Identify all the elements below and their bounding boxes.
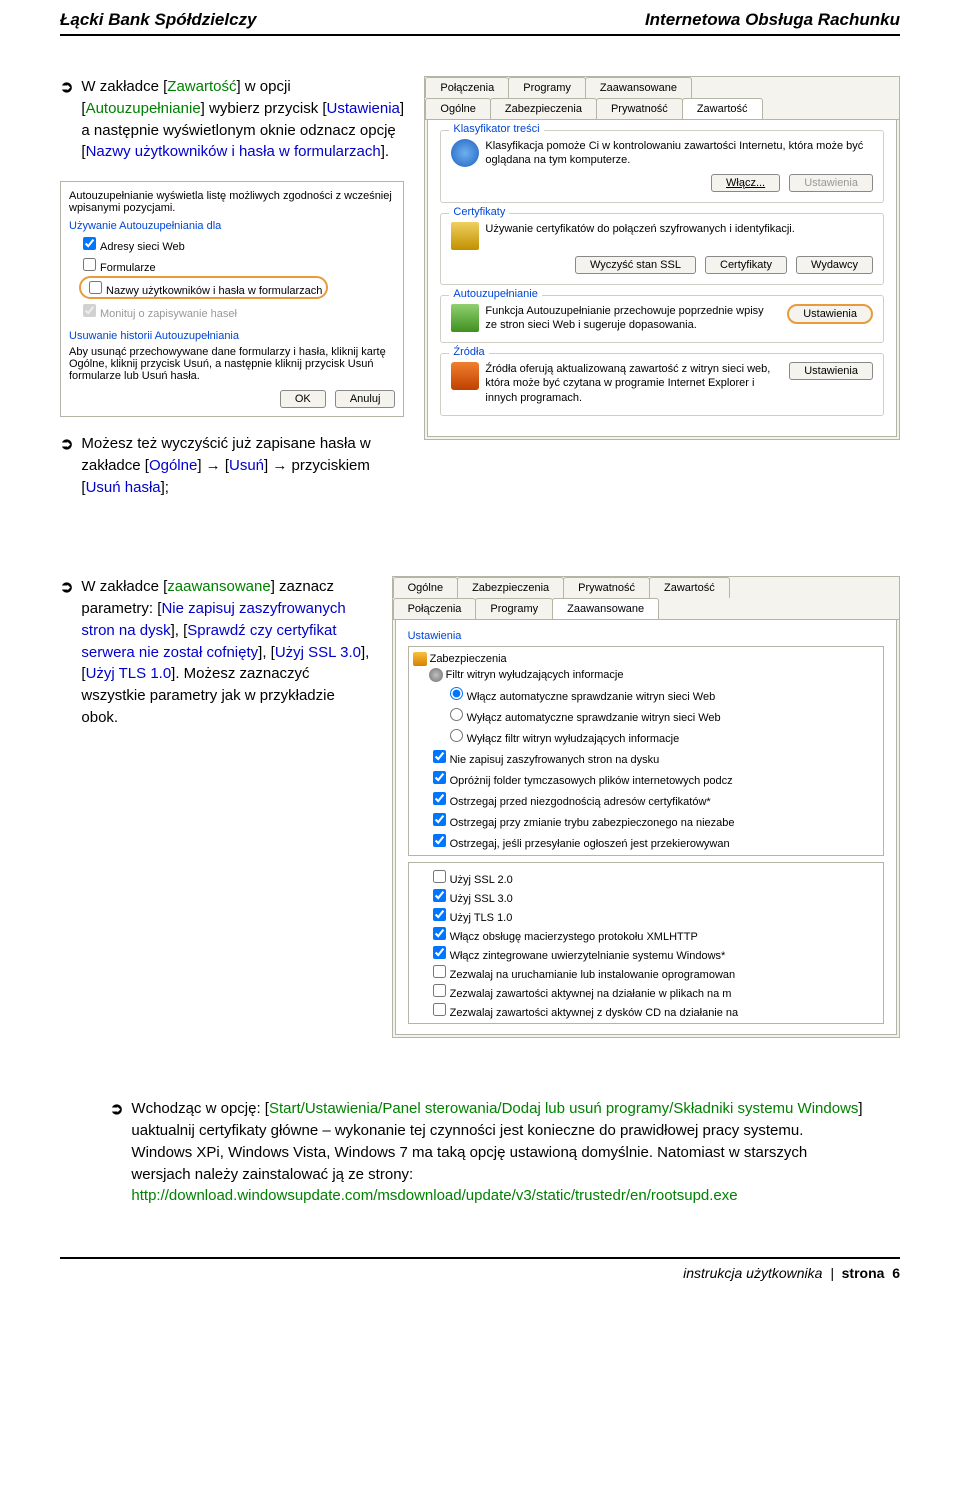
checkbox-option[interactable] <box>433 889 446 902</box>
arrow-icon: ➲ <box>60 576 73 728</box>
dlg-groupbox-label: Usuwanie historii Autouzupełniania <box>69 330 395 342</box>
bullet-2-text: Możesz też wyczyścić już zapisane hasła … <box>81 433 404 498</box>
radio-option[interactable] <box>450 729 463 742</box>
groupbox-klasyfikator: Klasyfikator treści Klasyfikacja pomoże … <box>440 130 884 203</box>
checkbox-option[interactable] <box>433 813 446 826</box>
checkbox-option[interactable] <box>433 870 446 883</box>
wydawcy-button[interactable]: Wydawcy <box>796 256 873 274</box>
ok-button[interactable]: OK <box>280 390 326 408</box>
lock-icon <box>413 652 427 666</box>
tab-polaczenia[interactable]: Połączenia <box>425 77 509 98</box>
tab-ogolne[interactable]: Ogólne <box>393 577 458 598</box>
tab-prywatnosc[interactable]: Prywatność <box>563 577 650 598</box>
autocomplete-dialog: Autouzupełnianie wyświetla listę możliwy… <box>60 181 404 417</box>
groupbox-label: Ustawienia <box>408 630 884 642</box>
dlg-groupbox-label: Używanie Autouzupełniania dla <box>69 220 395 232</box>
ustawienia-button[interactable]: Ustawienia <box>789 362 873 380</box>
checkbox-option[interactable] <box>433 1003 446 1016</box>
groupbox-autouzup: Autouzupełnianie Funkcja Autouzupełniani… <box>440 295 884 344</box>
internet-options-dialog-zawartosc: Połączenia Programy Zaawansowane Ogólne … <box>424 76 900 440</box>
header-right: Internetowa Obsługa Rachunku <box>645 10 900 30</box>
bullet-4: ➲ Wchodząc w opcję: [Start/Ustawienia/Pa… <box>60 1098 900 1207</box>
gear-icon <box>429 668 443 682</box>
checkbox-option[interactable] <box>433 771 446 784</box>
checkbox-option[interactable] <box>433 984 446 997</box>
bullet-1-text: W zakładce [Zawartość] w opcji [Autouzup… <box>81 76 404 163</box>
page-header: Łącki Bank Spółdzielczy Internetowa Obsł… <box>60 0 900 36</box>
tab-zawartosc[interactable]: Zawartość <box>682 98 763 119</box>
checkbox-row[interactable]: Formularze <box>69 255 395 274</box>
checkbox-monituj <box>83 304 96 317</box>
ustawienia-button-disabled: Ustawienia <box>789 174 873 192</box>
checkbox-option[interactable] <box>433 965 446 978</box>
checkbox-option[interactable] <box>433 946 446 959</box>
tab-zaawansowane[interactable]: Zaawansowane <box>585 77 692 98</box>
checkbox-row[interactable]: Nazwy użytkowników i hasła w formularzac… <box>69 276 395 299</box>
radio-option[interactable] <box>450 687 463 700</box>
tab-programy[interactable]: Programy <box>475 598 553 619</box>
bullet-3: ➲ W zakładce [zaawansowane] zaznacz para… <box>60 576 372 728</box>
dlg-body-text: Aby usunąć przechowywane dane formularzy… <box>69 346 395 382</box>
autocomplete-icon <box>451 304 479 332</box>
bullet-4-text: Wchodząc w opcję: [Start/Ustawienia/Pane… <box>131 1098 870 1207</box>
tab-polaczenia[interactable]: Połączenia <box>393 598 477 619</box>
page-footer: instrukcja użytkownika | strona 6 <box>60 1257 900 1301</box>
checkbox-option[interactable] <box>433 834 446 847</box>
globe-icon <box>451 139 479 167</box>
arrow-icon: ➲ <box>60 76 73 163</box>
checkbox-option[interactable] <box>433 750 446 763</box>
tab-zawartosc[interactable]: Zawartość <box>649 577 730 598</box>
arrow-icon: ➲ <box>60 433 73 498</box>
checkbox-option[interactable] <box>433 855 446 856</box>
checkbox-row[interactable]: Adresy sieci Web <box>69 234 395 253</box>
bullet-1: ➲ W zakładce [Zawartość] w opcji [Autouz… <box>60 76 404 163</box>
header-left: Łącki Bank Spółdzielczy <box>60 10 257 30</box>
checkbox-option[interactable] <box>433 908 446 921</box>
checkbox-option[interactable] <box>433 792 446 805</box>
tab-zabezpieczenia[interactable]: Zabezpieczenia <box>490 98 597 119</box>
tab-prywatnosc[interactable]: Prywatność <box>596 98 683 119</box>
checkbox-option[interactable] <box>433 927 446 940</box>
feeds-icon <box>451 362 479 390</box>
checkbox-row-disabled: Monituj o zapisywanie haseł <box>69 301 395 320</box>
tab-ogolne[interactable]: Ogólne <box>425 98 490 119</box>
tab-programy[interactable]: Programy <box>508 77 586 98</box>
radio-option[interactable] <box>450 708 463 721</box>
checkbox-formularze[interactable] <box>83 258 96 271</box>
bullet-3-text: W zakładce [zaawansowane] zaznacz parame… <box>81 576 371 728</box>
certificate-icon <box>451 222 479 250</box>
wyczysc-ssl-button[interactable]: Wyczyść stan SSL <box>575 256 696 274</box>
dlg-header-text: Autouzupełnianie wyświetla listę możliwy… <box>69 190 395 214</box>
ustawienia-button-highlighted[interactable]: Ustawienia <box>787 304 873 324</box>
arrow-icon: ➲ <box>110 1098 123 1207</box>
settings-listbox[interactable]: Zabezpieczenia Filtr witryn wyłudzającyc… <box>408 646 884 856</box>
wlacz-button[interactable]: Włącz... <box>711 174 780 192</box>
internet-options-dialog-zaawansowane: Ogólne Zabezpieczenia Prywatność Zawarto… <box>392 576 900 1038</box>
checkbox-nazwy[interactable] <box>89 281 102 294</box>
groupbox-certyfikaty: Certyfikaty Używanie certyfikatów do poł… <box>440 213 884 285</box>
bullet-2: ➲ Możesz też wyczyścić już zapisane hasł… <box>60 433 404 498</box>
certyfikaty-button[interactable]: Certyfikaty <box>705 256 787 274</box>
cancel-button[interactable]: Anuluj <box>335 390 396 408</box>
tab-zabezpieczenia[interactable]: Zabezpieczenia <box>457 577 564 598</box>
checkbox-adresy[interactable] <box>83 237 96 250</box>
tab-zaawansowane[interactable]: Zaawansowane <box>552 598 659 619</box>
settings-listbox-2[interactable]: Użyj SSL 2.0 Użyj SSL 3.0 Użyj TLS 1.0 W… <box>408 862 884 1024</box>
groupbox-zrodla: Źródła Źródła oferują aktualizowaną zawa… <box>440 353 884 416</box>
